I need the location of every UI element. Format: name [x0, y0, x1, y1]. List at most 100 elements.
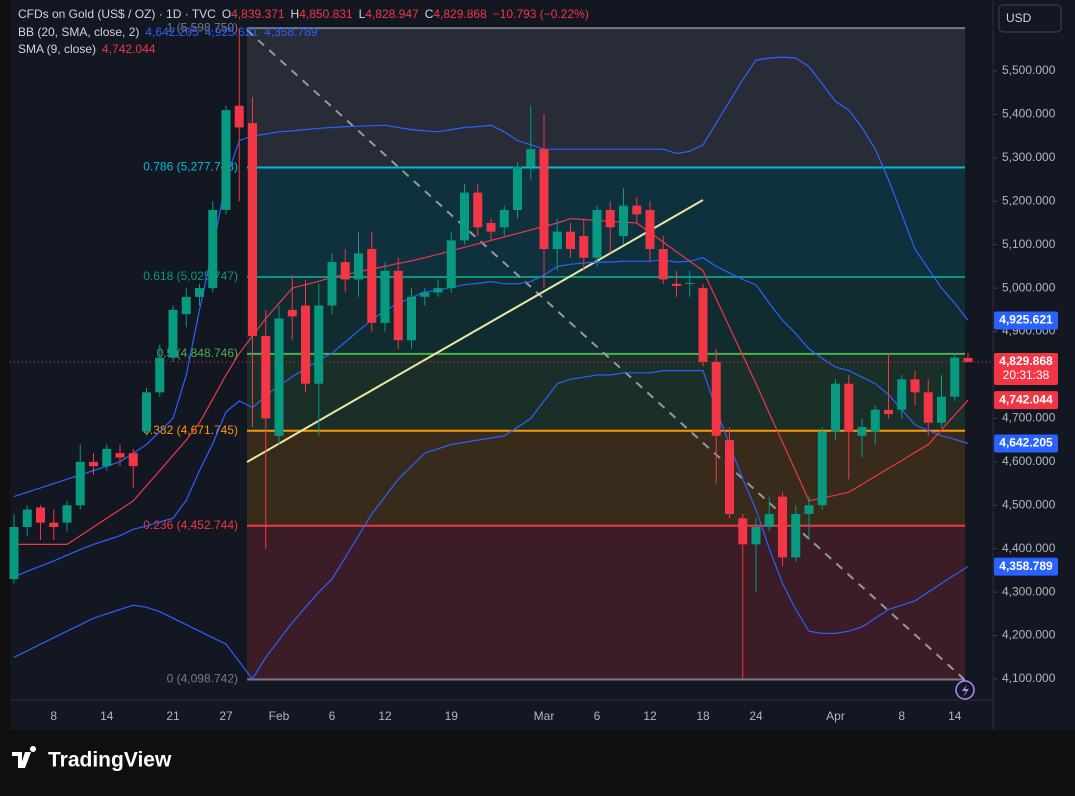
candle-body: [208, 209, 218, 289]
candle-body: [764, 513, 774, 527]
x-tick-label: Feb: [269, 709, 290, 723]
candle-body: [393, 270, 403, 341]
candle-body: [181, 296, 191, 315]
y-tick-label: 5,100.000: [1002, 237, 1056, 251]
candle-body: [870, 409, 880, 432]
alert-icon-bolt: [962, 684, 969, 697]
y-tick-label: 4,200.000: [1002, 628, 1056, 642]
x-tick-label: 6: [329, 709, 336, 723]
candle-body: [446, 240, 456, 289]
candle-body: [486, 222, 496, 232]
candle-body: [433, 288, 443, 293]
candle-body: [89, 461, 98, 467]
candle-body: [49, 522, 59, 527]
y-tick-label: 4,400.000: [1002, 541, 1056, 555]
candle-body: [658, 249, 668, 280]
candle-body: [831, 383, 840, 432]
x-tick-label: 24: [749, 709, 763, 723]
ohlc-value: 4,850.831: [299, 7, 353, 21]
candle-body: [817, 431, 827, 506]
indicator-value: 4,742.044: [102, 42, 156, 56]
chart-background: [10, 0, 1075, 730]
x-tick-label: 19: [445, 709, 459, 723]
series-price-tag: [994, 311, 1058, 330]
candle-body: [155, 357, 165, 393]
y-tick-label: 4,300.000: [1002, 584, 1056, 598]
candle-body: [592, 209, 602, 258]
candle-body: [844, 383, 854, 432]
fib-label: 0.382 (4,671.745): [143, 423, 238, 437]
x-tick-label: Mar: [534, 709, 555, 723]
series-price-tag-label: 4,642.205: [999, 436, 1053, 450]
last-price-tag: [994, 353, 1058, 386]
indicator-value: 4,925.621: [205, 25, 259, 39]
candle-body: [473, 192, 483, 228]
candle-body: [407, 296, 416, 341]
candle-body: [128, 453, 138, 467]
indicator-legend: BB (20, SMA, close, 2) 4,642.205 4,925.621…: [18, 25, 318, 39]
candle-body: [791, 513, 801, 558]
x-tick-label: Apr: [826, 709, 845, 723]
y-tick-label: 5,400.000: [1002, 107, 1056, 121]
x-tick-label: 12: [378, 709, 392, 723]
candle-body: [513, 166, 522, 210]
candle-body: [698, 288, 708, 362]
indicator-line: [13, 257, 969, 578]
currency-button[interactable]: [998, 4, 1062, 33]
fib-label: 0 (4,098.742): [167, 672, 238, 686]
y-tick-label: 4,700.000: [1002, 411, 1056, 425]
trend-line: [246, 199, 704, 463]
series-price-tag-label: 4,358.789: [999, 559, 1053, 573]
candle-body: [9, 526, 19, 580]
candle-body: [711, 361, 721, 436]
x-tick-label: 14: [100, 709, 114, 723]
candle-body: [274, 318, 284, 436]
y-tick-label: 5,300.000: [1002, 150, 1056, 164]
ohlc-key: H: [291, 7, 300, 21]
candle-body: [367, 249, 377, 323]
x-tick-label: 8: [898, 709, 905, 723]
candle-body: [566, 231, 575, 250]
y-tick-label: 5,200.000: [1002, 193, 1056, 207]
candle-body: [102, 448, 112, 467]
candle-body: [460, 192, 469, 241]
candle-body: [221, 110, 231, 210]
candle-body: [923, 392, 933, 423]
fib-zone: [247, 28, 965, 168]
candle-body: [75, 461, 85, 506]
candle-body: [672, 283, 681, 286]
candle-body: [380, 270, 390, 323]
candle-body: [195, 288, 204, 297]
candle-body: [552, 231, 562, 250]
indicator-name: BB (20, SMA, close, 2): [18, 25, 139, 39]
candle-body: [804, 505, 814, 514]
legend-line: CFDs on Gold (US$ / OZ) · 1D · TVC O4,839…: [18, 7, 589, 21]
last-price-tag-countdown: 20:31:38: [1003, 368, 1050, 382]
candle-body: [725, 440, 734, 514]
candle-body: [327, 262, 337, 306]
y-tick-label: 4,600.000: [1002, 454, 1056, 468]
y-tick-label: 5,000.000: [1002, 280, 1056, 294]
candle-body: [287, 309, 297, 317]
alert-icon[interactable]: [955, 680, 975, 700]
candle-body: [115, 453, 125, 458]
x-tick-label: 27: [219, 709, 233, 723]
candle-body: [605, 209, 615, 228]
indicator-value: 4,642.205: [145, 25, 199, 39]
fib-label: 0.786 (5,277.748): [143, 160, 238, 174]
ohlc-value: 4,828.947: [365, 7, 419, 21]
candle-body: [301, 305, 310, 384]
candle-body: [963, 357, 973, 363]
candle-body: [778, 496, 787, 558]
candle-body: [314, 305, 324, 384]
fib-label: 0.236 (4,452.744): [143, 518, 238, 532]
fib-zone: [247, 525, 965, 680]
series-price-tag: [994, 391, 1058, 410]
last-price-tag-label: 4,829.868: [999, 354, 1053, 368]
candle-body: [579, 236, 589, 258]
ohlc-value: 4,839.371: [231, 7, 285, 21]
candle-body: [685, 282, 695, 284]
series-price-tag-label: 4,742.044: [999, 392, 1053, 406]
